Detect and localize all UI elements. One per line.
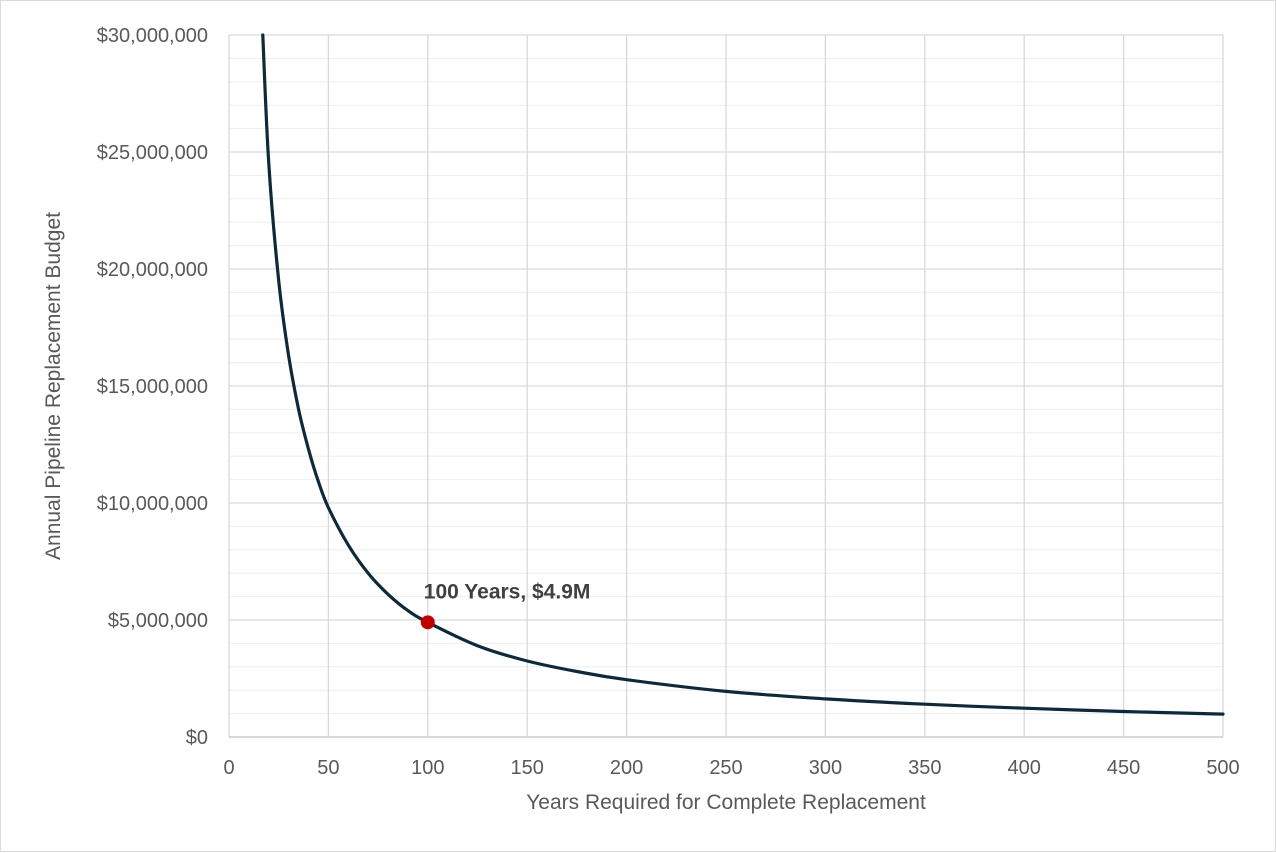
highlight-point: [420, 615, 435, 630]
y-tick-label: $20,000,000: [97, 259, 208, 281]
series-layer: [261, 33, 1225, 716]
highlight-label: 100 Years, $4.9M: [424, 580, 591, 603]
y-tick-label: $15,000,000: [97, 376, 208, 398]
y-tick-label: $10,000,000: [97, 493, 208, 515]
major-gridlines: [228, 34, 1224, 738]
y-axis-ticks: $0 $5,000,000 $10,000,000 $15,000,000 $20,00…: [97, 25, 208, 749]
x-tick-label: 100: [411, 757, 444, 779]
x-axis-ticks: 0 50 100 150 200 250 300 350 400 450 500: [223, 757, 1239, 779]
y-axis-title: Annual Pipeline Replacement Budget: [42, 212, 65, 560]
y-tick-label: $30,000,000: [97, 25, 208, 47]
y-tick-label: $0: [186, 727, 208, 749]
x-tick-label: 400: [1008, 757, 1041, 779]
highlight-layer: 100 Years, $4.9M: [420, 580, 591, 630]
x-axis-title: Years Required for Complete Replacement: [526, 791, 926, 814]
series-line: [261, 33, 1225, 716]
x-tick-label: 300: [809, 757, 842, 779]
y-tick-label: $25,000,000: [97, 142, 208, 164]
x-tick-label: 50: [317, 757, 339, 779]
x-tick-label: 0: [223, 757, 234, 779]
x-tick-label: 200: [610, 757, 643, 779]
x-tick-label: 350: [908, 757, 941, 779]
x-tick-label: 450: [1107, 757, 1140, 779]
x-tick-label: 150: [511, 757, 544, 779]
x-tick-label: 500: [1206, 757, 1239, 779]
y-tick-label: $5,000,000: [108, 610, 208, 632]
x-tick-label: 250: [709, 757, 742, 779]
